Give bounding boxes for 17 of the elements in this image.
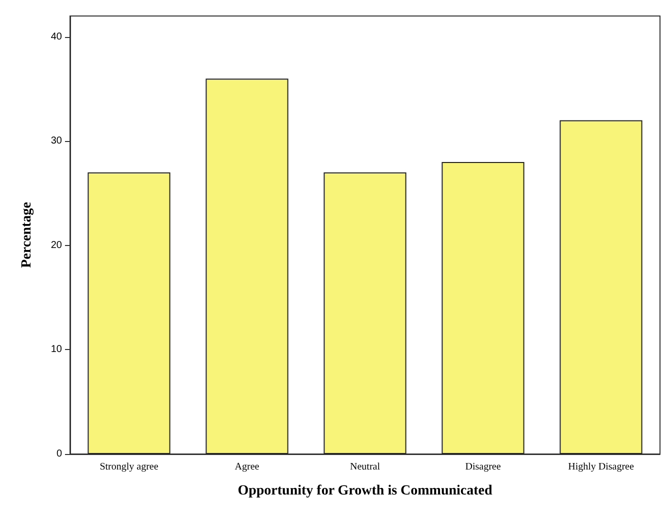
y-axis-title: Percentage (20, 202, 34, 268)
bar (206, 78, 288, 454)
bar (442, 162, 524, 454)
y-tick-label: 30 (50, 136, 62, 147)
x-tick-label: Highly Disagree (568, 462, 634, 472)
y-tick-label: 20 (50, 240, 62, 251)
bar (88, 172, 170, 454)
y-tick-label: 40 (50, 31, 62, 42)
x-axis-title: Opportunity for Growth is Communicated (238, 484, 493, 498)
bar (560, 120, 642, 454)
bar (324, 172, 406, 454)
x-tick-label: Strongly agree (100, 462, 159, 472)
y-tick-label: 0 (56, 448, 62, 460)
x-tick-label: Agree (234, 462, 260, 472)
x-tick-label: Disagree (465, 462, 502, 472)
y-tick-label: 10 (50, 344, 62, 356)
x-tick-label: Neutral (350, 462, 380, 472)
